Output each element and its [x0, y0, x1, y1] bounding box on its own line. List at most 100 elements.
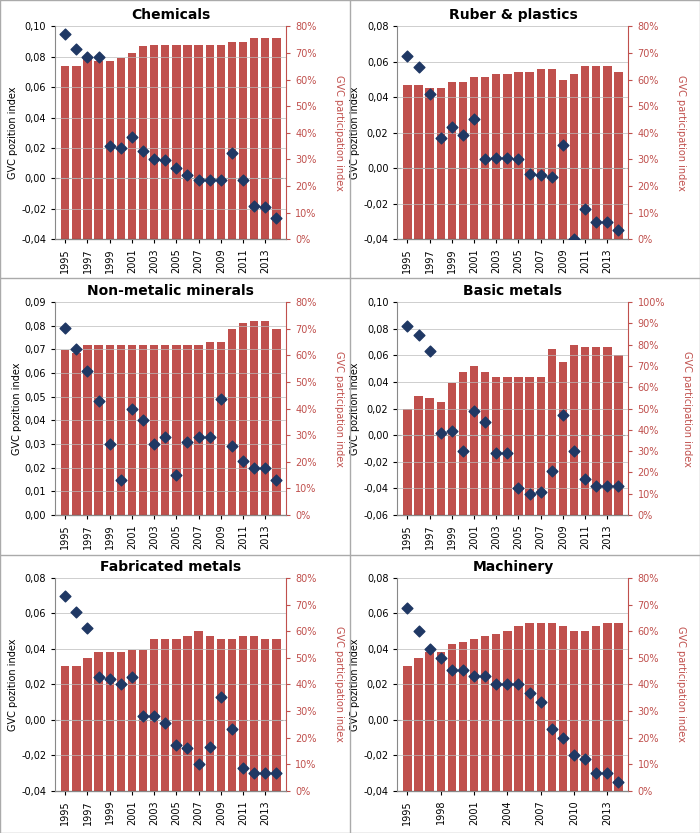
Bar [458, 372, 467, 515]
Point [260, 461, 271, 475]
Bar [139, 345, 147, 515]
Bar [503, 74, 512, 239]
Bar [414, 658, 423, 791]
Point [182, 169, 193, 182]
Point [60, 589, 71, 602]
Point [502, 446, 513, 459]
Point [557, 731, 568, 745]
Bar [172, 345, 181, 515]
Bar [72, 666, 80, 791]
Bar [470, 366, 478, 515]
Bar [403, 666, 412, 791]
Bar [61, 66, 69, 239]
Point [60, 322, 71, 335]
Bar [272, 329, 281, 515]
Point [193, 431, 204, 444]
Point [248, 766, 260, 780]
Bar [61, 666, 69, 791]
Bar [150, 345, 158, 515]
Point [215, 691, 226, 704]
Point [457, 128, 468, 142]
Point [468, 112, 480, 125]
Bar [128, 345, 136, 515]
Bar [94, 345, 103, 515]
Point [446, 425, 457, 438]
Point [568, 232, 580, 246]
Point [424, 87, 435, 101]
Bar [161, 639, 169, 791]
Bar [481, 636, 489, 791]
Point [602, 766, 613, 780]
Bar [570, 345, 578, 515]
Point [457, 445, 468, 458]
Point [160, 716, 171, 730]
Bar [94, 652, 103, 791]
Point [402, 601, 413, 615]
Bar [161, 345, 169, 515]
Point [137, 144, 148, 157]
Point [468, 669, 480, 682]
Bar [592, 626, 601, 791]
Bar [503, 377, 512, 515]
Bar [206, 342, 214, 515]
Bar [83, 658, 92, 791]
Bar [437, 87, 445, 239]
Bar [603, 623, 612, 791]
Point [237, 761, 248, 775]
Point [93, 395, 104, 408]
Point [591, 766, 602, 780]
Point [535, 169, 546, 182]
Point [137, 710, 148, 723]
Point [546, 171, 557, 184]
Point [613, 776, 624, 789]
Bar [117, 345, 125, 515]
Bar [547, 349, 556, 515]
Point [182, 435, 193, 448]
Bar [239, 323, 247, 515]
Bar [470, 639, 478, 791]
Bar [250, 636, 258, 791]
Bar [239, 636, 247, 791]
Bar [492, 634, 500, 791]
Bar [261, 321, 270, 515]
Bar [615, 623, 622, 791]
Title: Basic metals: Basic metals [463, 284, 562, 298]
Point [204, 740, 216, 753]
Bar [581, 347, 589, 515]
Point [226, 722, 237, 736]
Point [513, 152, 524, 166]
Point [260, 766, 271, 780]
Y-axis label: GVC participation index: GVC participation index [682, 351, 692, 466]
Bar [206, 45, 214, 239]
Point [104, 140, 116, 153]
Bar [559, 362, 567, 515]
Bar [492, 74, 500, 239]
Bar [183, 345, 192, 515]
Y-axis label: GVC participation index: GVC participation index [676, 75, 686, 191]
Point [160, 153, 171, 167]
Bar [195, 345, 203, 515]
Point [491, 446, 502, 459]
Point [271, 212, 282, 225]
Point [435, 651, 447, 665]
Y-axis label: GVC participation index: GVC participation index [333, 75, 344, 191]
Bar [161, 45, 169, 239]
Point [93, 50, 104, 63]
Bar [448, 82, 456, 239]
Point [193, 173, 204, 187]
Bar [526, 377, 534, 515]
Bar [615, 72, 622, 239]
Bar [426, 652, 434, 791]
Bar [470, 77, 478, 239]
Bar [526, 72, 534, 239]
Bar [239, 42, 247, 239]
Bar [216, 342, 225, 515]
Bar [83, 58, 92, 239]
Point [580, 472, 591, 486]
Bar [592, 347, 601, 515]
Bar [83, 345, 92, 515]
Point [413, 329, 424, 342]
Bar [261, 639, 270, 791]
Point [513, 678, 524, 691]
Point [215, 173, 226, 187]
